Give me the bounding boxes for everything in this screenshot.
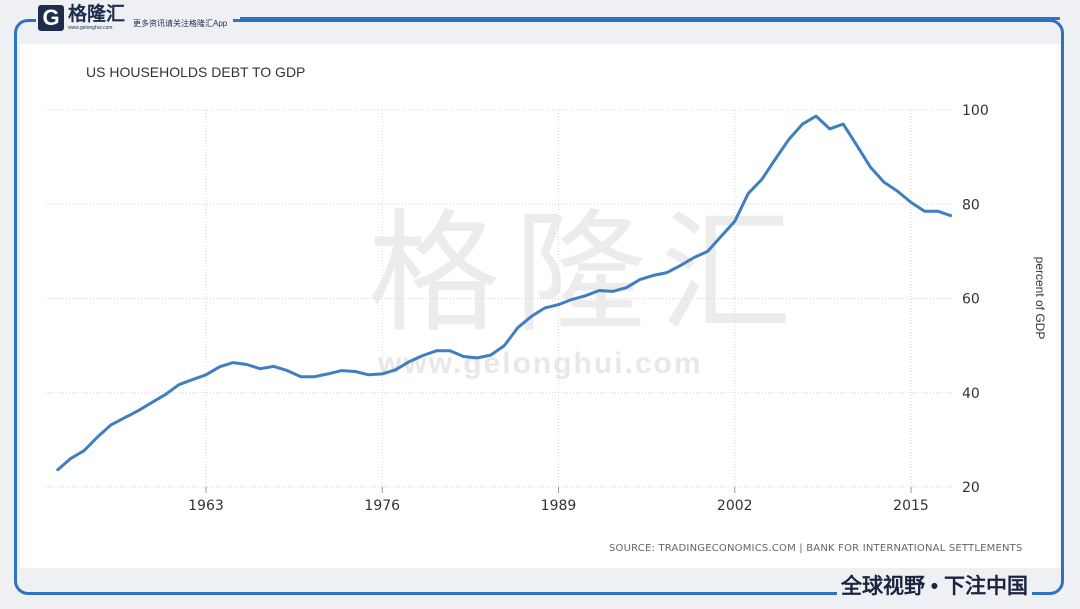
- data-point: [774, 158, 776, 160]
- data-point: [151, 402, 153, 404]
- data-point: [517, 327, 519, 329]
- chart-title: US HOUSEHOLDS DEBT TO GDP: [86, 64, 306, 80]
- data-point: [802, 123, 804, 125]
- data-point: [273, 365, 275, 367]
- data-point: [178, 384, 180, 386]
- data-point: [286, 370, 288, 372]
- data-point: [937, 210, 939, 212]
- data-point: [680, 265, 682, 267]
- data-point: [829, 128, 831, 130]
- data-point: [435, 350, 437, 352]
- data-point: [69, 458, 71, 460]
- data-point: [558, 304, 559, 306]
- data-point: [693, 257, 695, 259]
- data-point: [395, 369, 397, 371]
- data-point: [734, 220, 736, 222]
- data-point: [490, 354, 492, 356]
- data-point: [246, 363, 248, 365]
- data-point: [124, 417, 126, 419]
- data-point: [842, 123, 844, 125]
- data-point: [381, 373, 383, 375]
- data-point: [720, 235, 722, 237]
- logo-url: www.gelonghui.com: [68, 25, 113, 31]
- y-tick-label: 20: [962, 480, 980, 496]
- data-point: [544, 307, 546, 309]
- data-point: [815, 115, 817, 117]
- x-tick-label: 1989: [541, 498, 577, 514]
- data-point: [463, 355, 465, 357]
- y-tick-label: 100: [962, 103, 989, 119]
- data-point: [83, 450, 85, 452]
- data-point: [530, 315, 532, 317]
- x-tick-label: 1976: [364, 498, 400, 514]
- logo-name: 格隆汇: [68, 4, 126, 25]
- data-point: [503, 345, 505, 347]
- data-point: [56, 470, 58, 472]
- y-tick-label: 60: [962, 292, 980, 308]
- data-point: [883, 181, 885, 183]
- data-point: [788, 138, 790, 140]
- data-point: [585, 295, 587, 297]
- data-point: [625, 287, 627, 289]
- y-tick-label: 40: [962, 386, 980, 402]
- data-point: [598, 289, 600, 291]
- source-note: SOURCE: TRADINGECONOMICS.COM | BANK FOR …: [609, 543, 1023, 554]
- y-tick-label: 80: [962, 197, 980, 213]
- data-point: [571, 298, 573, 300]
- header-slogan: 更多资讯请关注格隆汇App: [133, 19, 228, 28]
- data-point: [97, 436, 99, 438]
- data-point: [747, 192, 749, 194]
- data-point: [327, 373, 329, 375]
- data-point: [137, 410, 139, 412]
- data-point: [476, 357, 478, 359]
- data-point: [110, 424, 112, 426]
- data-point: [422, 355, 424, 357]
- data-point: [856, 144, 858, 146]
- data-point: [449, 350, 451, 352]
- data-point: [191, 379, 193, 381]
- footer-slogan: 全球视野 • 下注中国: [836, 575, 1032, 599]
- logo: G 格隆汇 www.gelonghui.com 更多资讯请关注格隆汇App: [36, 4, 234, 32]
- logo-text: 格隆汇 www.gelonghui.com: [68, 4, 125, 32]
- data-point: [652, 274, 654, 276]
- data-point: [924, 210, 926, 212]
- data-point: [869, 166, 871, 168]
- data-point: [219, 366, 221, 368]
- y-axis-label: percent of GDP: [1033, 257, 1047, 340]
- data-point: [707, 250, 709, 252]
- data-point: [761, 178, 763, 180]
- data-point: [259, 368, 261, 370]
- data-point: [354, 371, 356, 373]
- data-point: [951, 215, 953, 217]
- data-point: [164, 394, 166, 396]
- data-point: [612, 290, 614, 292]
- header-rule: [240, 17, 1060, 20]
- x-tick-label: 1963: [188, 498, 224, 514]
- data-point: [910, 201, 912, 203]
- logo-icon: G: [38, 5, 64, 31]
- chart-panel: [20, 44, 1060, 568]
- x-tick-label: 2002: [717, 498, 753, 514]
- x-tick-label: 2015: [893, 498, 929, 514]
- watermark-text: 格隆汇: [368, 200, 806, 347]
- data-point: [639, 279, 641, 281]
- series-line: [55, 114, 953, 472]
- frame-border: [14, 19, 1064, 595]
- data-point: [232, 362, 234, 364]
- data-point: [896, 190, 898, 192]
- data-point: [313, 376, 315, 378]
- data-point: [408, 361, 410, 363]
- data-point: [666, 272, 668, 274]
- data-point: [300, 376, 302, 378]
- data-point: [205, 374, 207, 376]
- data-point: [368, 374, 370, 376]
- data-point: [341, 370, 343, 372]
